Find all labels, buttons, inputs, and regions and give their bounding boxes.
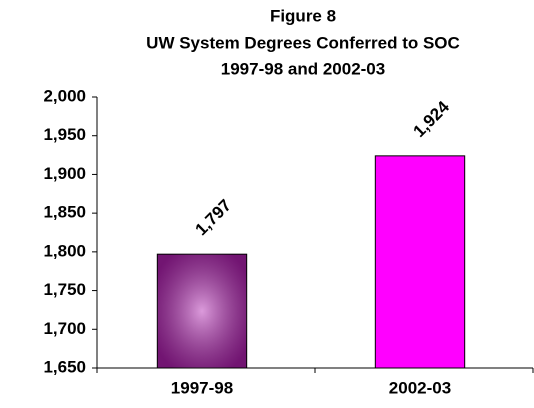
y-tick-label: 1,800	[43, 241, 86, 260]
y-tick-label: 1,950	[43, 125, 86, 144]
chart-title: 1997-98 and 2002-03	[221, 59, 385, 78]
value-label: 1,797	[192, 196, 236, 240]
chart-title: Figure 8	[270, 6, 336, 25]
value-label: 1,924	[410, 97, 454, 141]
y-tick-label: 1,650	[43, 357, 86, 376]
y-tick-label: 1,850	[43, 203, 86, 222]
chart-title: UW System Degrees Conferred to SOC	[146, 33, 460, 52]
x-tick-label: 1997-98	[171, 378, 233, 397]
y-tick-label: 2,000	[43, 86, 86, 105]
bar-shade	[157, 254, 247, 368]
y-tick-label: 1,700	[43, 319, 86, 338]
y-tick-label: 1,750	[43, 280, 86, 299]
y-tick-label: 1,900	[43, 164, 86, 183]
x-tick-label: 2002-03	[389, 378, 451, 397]
bar	[374, 155, 466, 369]
